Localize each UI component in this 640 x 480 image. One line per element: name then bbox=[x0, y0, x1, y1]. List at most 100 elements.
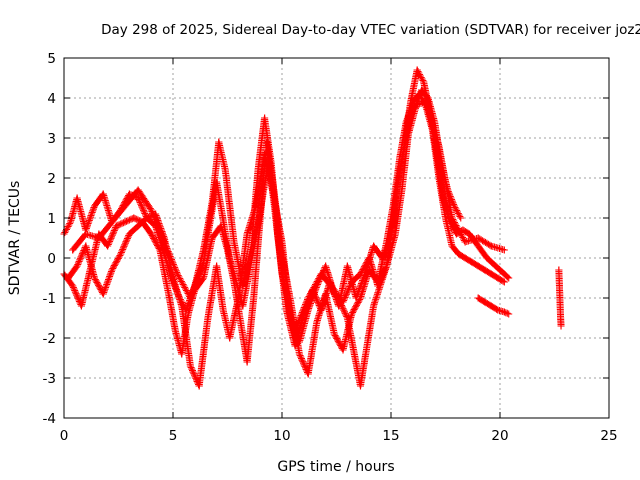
data-point bbox=[413, 66, 421, 74]
y-tick-label: 1 bbox=[47, 211, 56, 227]
data-point bbox=[557, 314, 565, 322]
data-point bbox=[73, 194, 81, 202]
data-point bbox=[555, 266, 563, 274]
y-tick-label: -3 bbox=[43, 371, 56, 387]
tick-labels: 0 5 10 15 20 25 -4 -3 -2 -1 0 1 2 3 4 5 bbox=[43, 51, 618, 444]
data-point bbox=[313, 318, 321, 326]
data-point bbox=[492, 262, 500, 270]
data-point bbox=[200, 258, 208, 266]
data-point bbox=[169, 274, 177, 282]
data-point bbox=[108, 266, 116, 274]
data-point bbox=[409, 102, 417, 110]
series-track-d bbox=[69, 98, 508, 390]
data-point bbox=[143, 214, 151, 222]
data-point bbox=[134, 194, 142, 202]
data-point bbox=[134, 186, 142, 194]
data-point bbox=[348, 278, 356, 286]
data-point bbox=[304, 370, 312, 378]
data-point bbox=[91, 202, 99, 210]
data-point bbox=[343, 314, 351, 322]
series-segment-22-23 bbox=[555, 266, 565, 330]
data-point bbox=[505, 274, 513, 282]
data-point bbox=[348, 310, 356, 318]
data-point bbox=[69, 246, 77, 254]
data-point bbox=[171, 326, 179, 334]
data-point bbox=[243, 358, 251, 366]
data-point bbox=[295, 338, 303, 346]
data-point bbox=[304, 294, 312, 302]
data-point bbox=[505, 310, 513, 318]
data-point bbox=[184, 310, 192, 318]
data-point bbox=[295, 350, 303, 358]
data-point bbox=[461, 238, 469, 246]
data-point bbox=[261, 114, 269, 122]
data-point bbox=[383, 262, 391, 270]
data-point bbox=[457, 214, 465, 222]
data-point bbox=[156, 246, 164, 254]
data-point bbox=[330, 286, 338, 294]
data-point bbox=[481, 298, 489, 306]
data-point bbox=[500, 246, 508, 254]
data-point bbox=[104, 242, 112, 250]
data-point bbox=[186, 362, 194, 370]
data-point bbox=[230, 238, 238, 246]
marker-trail bbox=[304, 320, 321, 378]
data-point bbox=[250, 294, 258, 302]
data-point bbox=[291, 326, 299, 334]
data-point bbox=[213, 178, 221, 186]
y-tick-label: -4 bbox=[43, 411, 56, 427]
plot-frame bbox=[63, 57, 610, 419]
data-point bbox=[237, 318, 245, 326]
data-point bbox=[219, 306, 227, 314]
data-point bbox=[226, 254, 234, 262]
y-tick-label: 0 bbox=[47, 251, 56, 267]
data-point bbox=[494, 274, 502, 282]
data-point bbox=[125, 230, 133, 238]
data-point bbox=[134, 222, 142, 230]
data-point bbox=[186, 294, 194, 302]
data-point bbox=[108, 218, 116, 226]
data-point bbox=[461, 254, 469, 262]
data-point bbox=[396, 166, 404, 174]
axis-ticks bbox=[63, 57, 610, 419]
x-tick-label: 25 bbox=[600, 428, 617, 444]
y-tick-label: -1 bbox=[43, 291, 56, 307]
x-tick-label: 20 bbox=[491, 428, 508, 444]
data-point bbox=[322, 290, 330, 298]
data-point bbox=[213, 262, 221, 270]
data-point bbox=[91, 274, 99, 282]
grid bbox=[64, 58, 609, 418]
data-point bbox=[356, 294, 364, 302]
data-point bbox=[343, 262, 351, 270]
data-point bbox=[239, 302, 247, 310]
data-point bbox=[356, 270, 364, 278]
x-axis-label: GPS time / hours bbox=[277, 459, 394, 475]
data-point bbox=[147, 230, 155, 238]
data-point bbox=[99, 290, 107, 298]
data-point bbox=[226, 334, 234, 342]
data-point bbox=[365, 254, 373, 262]
data-point bbox=[422, 98, 430, 106]
data-point bbox=[95, 234, 103, 242]
data-point bbox=[215, 138, 223, 146]
data-point bbox=[474, 242, 482, 250]
data-point bbox=[468, 258, 476, 266]
data-point bbox=[221, 166, 229, 174]
data-point bbox=[263, 138, 271, 146]
data-point bbox=[330, 330, 338, 338]
data-point bbox=[160, 238, 168, 246]
data-point bbox=[487, 242, 495, 250]
data-point bbox=[112, 222, 120, 230]
x-tick-label: 0 bbox=[60, 428, 69, 444]
data-point bbox=[69, 282, 77, 290]
marker-trail bbox=[195, 316, 212, 390]
data-point bbox=[121, 218, 129, 226]
data-point bbox=[261, 150, 269, 158]
data-point bbox=[82, 242, 90, 250]
y-tick-label: 2 bbox=[47, 171, 56, 187]
data-point bbox=[278, 270, 286, 278]
data-point bbox=[500, 308, 508, 316]
data-point bbox=[448, 242, 456, 250]
data-point bbox=[424, 94, 432, 102]
data-point bbox=[370, 302, 378, 310]
